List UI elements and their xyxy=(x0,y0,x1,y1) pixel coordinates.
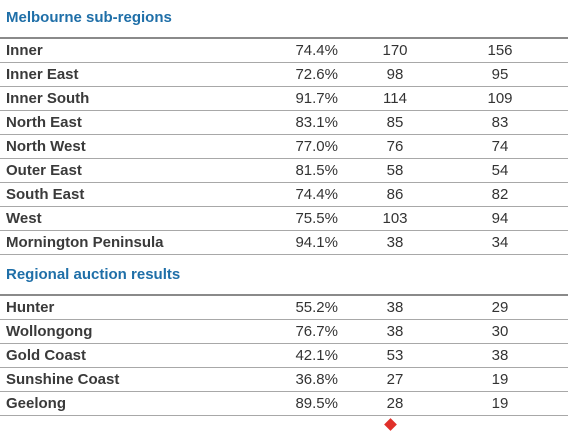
count-a: 38 xyxy=(386,323,404,340)
table-row: Mornington Peninsula 94.1% 38 34 xyxy=(0,231,568,255)
count-b: 30 xyxy=(491,323,509,340)
table-row: Outer East 81.5% 58 54 xyxy=(0,159,568,183)
region-name: Inner East xyxy=(6,66,79,83)
count-b: 109 xyxy=(487,90,513,107)
clearance-rate: 81.5% xyxy=(295,162,338,179)
region-name: Sunshine Coast xyxy=(6,371,120,388)
region-name: Gold Coast xyxy=(6,347,87,364)
clearance-rate: 74.4% xyxy=(295,42,338,59)
count-a: 85 xyxy=(386,114,404,131)
clearance-rate: 72.6% xyxy=(295,66,338,83)
table-top-rule xyxy=(0,37,568,39)
count-b: 34 xyxy=(491,234,509,251)
count-a: 38 xyxy=(386,299,404,316)
table-row: Hunter 55.2% 38 29 xyxy=(0,296,568,320)
count-a: 170 xyxy=(382,42,408,59)
region-name: Outer East xyxy=(6,162,82,179)
table-row: Geelong 89.5% 28 19 xyxy=(0,392,568,416)
red-diamond-marker xyxy=(384,418,397,431)
count-b: 38 xyxy=(491,347,509,364)
section-title-regional: Regional auction results xyxy=(6,266,181,283)
clearance-rate: 55.2% xyxy=(295,299,338,316)
count-a: 27 xyxy=(386,371,404,388)
count-a: 53 xyxy=(386,347,404,364)
region-name: Hunter xyxy=(6,299,55,316)
melbourne-table: Inner 74.4% 170 156 Inner East 72.6% 98 95 Inn… xyxy=(0,37,568,255)
region-name: Wollongong xyxy=(6,323,93,340)
clearance-rate: 75.5% xyxy=(295,210,338,227)
count-a: 28 xyxy=(386,395,404,412)
region-name: Mornington Peninsula xyxy=(6,234,164,251)
table-row: North West 77.0% 76 74 xyxy=(0,135,568,159)
count-b: 95 xyxy=(491,66,509,83)
region-name: Inner South xyxy=(6,90,90,107)
count-b: 156 xyxy=(487,42,513,59)
count-a: 86 xyxy=(386,186,404,203)
count-a: 38 xyxy=(386,234,404,251)
table-row: Inner South 91.7% 114 109 xyxy=(0,87,568,111)
count-b: 82 xyxy=(491,186,509,203)
clearance-rate: 42.1% xyxy=(295,347,338,364)
table-top-rule xyxy=(0,294,568,296)
count-b: 19 xyxy=(491,395,509,412)
clearance-rate: 36.8% xyxy=(295,371,338,388)
table-row: North East 83.1% 85 83 xyxy=(0,111,568,135)
count-b: 74 xyxy=(491,138,509,155)
clearance-rate: 74.4% xyxy=(295,186,338,203)
clearance-rate: 89.5% xyxy=(295,395,338,412)
section-title-melbourne: Melbourne sub-regions xyxy=(6,9,172,26)
region-name: West xyxy=(6,210,42,227)
region-name: Inner xyxy=(6,42,43,59)
count-b: 94 xyxy=(491,210,509,227)
regional-table: Hunter 55.2% 38 29 Wollongong 76.7% 38 30 Gold… xyxy=(0,294,568,416)
clearance-rate: 91.7% xyxy=(295,90,338,107)
region-name: Geelong xyxy=(6,395,67,412)
table-row: Wollongong 76.7% 38 30 xyxy=(0,320,568,344)
count-a: 58 xyxy=(386,162,404,179)
table-row: Inner 74.4% 170 156 xyxy=(0,39,568,63)
count-b: 83 xyxy=(491,114,509,131)
clearance-rate: 94.1% xyxy=(295,234,338,251)
table-row: West 75.5% 103 94 xyxy=(0,207,568,231)
table-row: Sunshine Coast 36.8% 27 19 xyxy=(0,368,568,392)
region-name: South East xyxy=(6,186,85,203)
clearance-rate: 83.1% xyxy=(295,114,338,131)
table-row: South East 74.4% 86 82 xyxy=(0,183,568,207)
clearance-rate: 76.7% xyxy=(295,323,338,340)
count-a: 114 xyxy=(383,90,407,107)
table-row: Inner East 72.6% 98 95 xyxy=(0,63,568,87)
region-name: North West xyxy=(6,138,86,155)
count-b: 19 xyxy=(491,371,509,388)
clearance-rate: 77.0% xyxy=(295,138,338,155)
table-row: Gold Coast 42.1% 53 38 xyxy=(0,344,568,368)
count-a: 103 xyxy=(382,210,408,227)
count-a: 98 xyxy=(386,66,404,83)
count-a: 76 xyxy=(386,138,404,155)
region-name: North East xyxy=(6,114,82,131)
count-b: 29 xyxy=(491,299,509,316)
count-b: 54 xyxy=(491,162,509,179)
